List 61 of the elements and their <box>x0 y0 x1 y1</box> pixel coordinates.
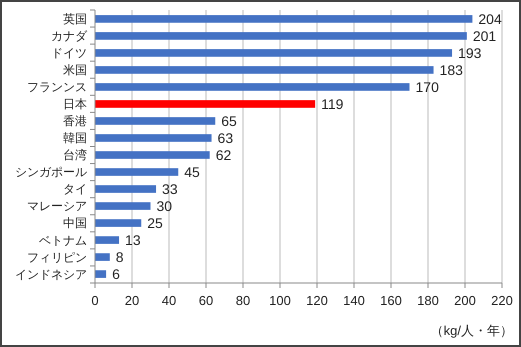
bar <box>95 117 216 125</box>
bar <box>95 219 142 227</box>
data-label: 170 <box>416 78 440 95</box>
bar <box>95 168 178 176</box>
data-label: 25 <box>147 214 164 231</box>
y-tick-label: 台湾 <box>63 148 87 162</box>
y-tick-label: マレーシア <box>27 199 87 214</box>
y-tick-label: 米国 <box>63 63 87 78</box>
data-label: 201 <box>472 28 496 44</box>
bar <box>95 100 316 108</box>
data-label: 8 <box>116 248 124 265</box>
y-tick-label: カナダ <box>51 29 88 44</box>
x-tick-label: 80 <box>236 293 250 308</box>
data-label: 119 <box>321 96 344 112</box>
bar <box>95 134 212 142</box>
data-label: 63 <box>218 130 234 146</box>
data-label: 45 <box>184 164 200 180</box>
x-tick-label: 60 <box>198 293 214 308</box>
y-tick-label: インドネシア <box>15 267 87 282</box>
x-tick-label: 220 <box>491 293 513 308</box>
x-tick-label: 100 <box>269 293 291 308</box>
data-label: 33 <box>162 180 178 197</box>
y-tick-label: 日本 <box>63 97 87 112</box>
y-tick-label: フランンス <box>27 80 87 94</box>
x-axis-title: （kg/人・年） <box>430 323 513 338</box>
bar <box>95 253 110 261</box>
data-label: 183 <box>440 62 464 78</box>
x-tick-label: 180 <box>417 293 439 308</box>
x-tick-label: 20 <box>124 293 140 308</box>
x-tick-label: 200 <box>454 293 476 308</box>
bar <box>95 15 472 23</box>
y-tick-label: タイ <box>63 182 87 196</box>
data-label: 62 <box>216 146 232 163</box>
y-tick-label: ベトナム <box>39 233 87 248</box>
data-label: 65 <box>221 112 238 129</box>
bar <box>95 270 106 278</box>
bar <box>95 66 434 74</box>
data-label: 30 <box>156 198 172 214</box>
bar <box>95 49 452 57</box>
x-tick-label: 40 <box>162 293 176 308</box>
bar <box>95 236 120 244</box>
y-tick-label: 韓国 <box>63 131 87 146</box>
x-tick-label: 0 <box>91 293 99 308</box>
y-tick-label: シンガポール <box>15 165 87 180</box>
bar <box>95 202 150 210</box>
bar <box>95 151 210 159</box>
y-tick-label: 英国 <box>63 12 87 26</box>
x-tick-label: 140 <box>343 293 365 308</box>
data-label: 204 <box>478 10 502 27</box>
bar <box>95 185 156 193</box>
y-tick-label: 中国 <box>63 216 87 230</box>
bar <box>95 83 410 91</box>
bar <box>95 32 467 40</box>
y-tick-label: 香港 <box>63 114 87 128</box>
data-label: 193 <box>458 44 482 61</box>
x-tick-label: 160 <box>380 293 402 308</box>
data-label: 13 <box>125 232 141 248</box>
data-label: 6 <box>112 266 120 282</box>
y-tick-label: フィリピン <box>27 250 87 264</box>
x-tick-label: 120 <box>306 293 328 308</box>
y-tick-label: ドイツ <box>51 46 87 60</box>
